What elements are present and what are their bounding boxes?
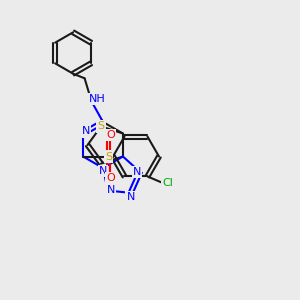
Text: S: S xyxy=(98,122,105,131)
Text: N: N xyxy=(82,127,90,136)
Text: Cl: Cl xyxy=(162,178,173,188)
Text: N: N xyxy=(133,167,141,177)
Text: O: O xyxy=(106,173,115,183)
Text: O: O xyxy=(106,130,115,140)
Text: S: S xyxy=(105,152,112,161)
Text: N: N xyxy=(127,192,135,202)
Text: N: N xyxy=(99,166,107,176)
Text: N: N xyxy=(106,185,115,196)
Text: NH: NH xyxy=(89,94,106,104)
